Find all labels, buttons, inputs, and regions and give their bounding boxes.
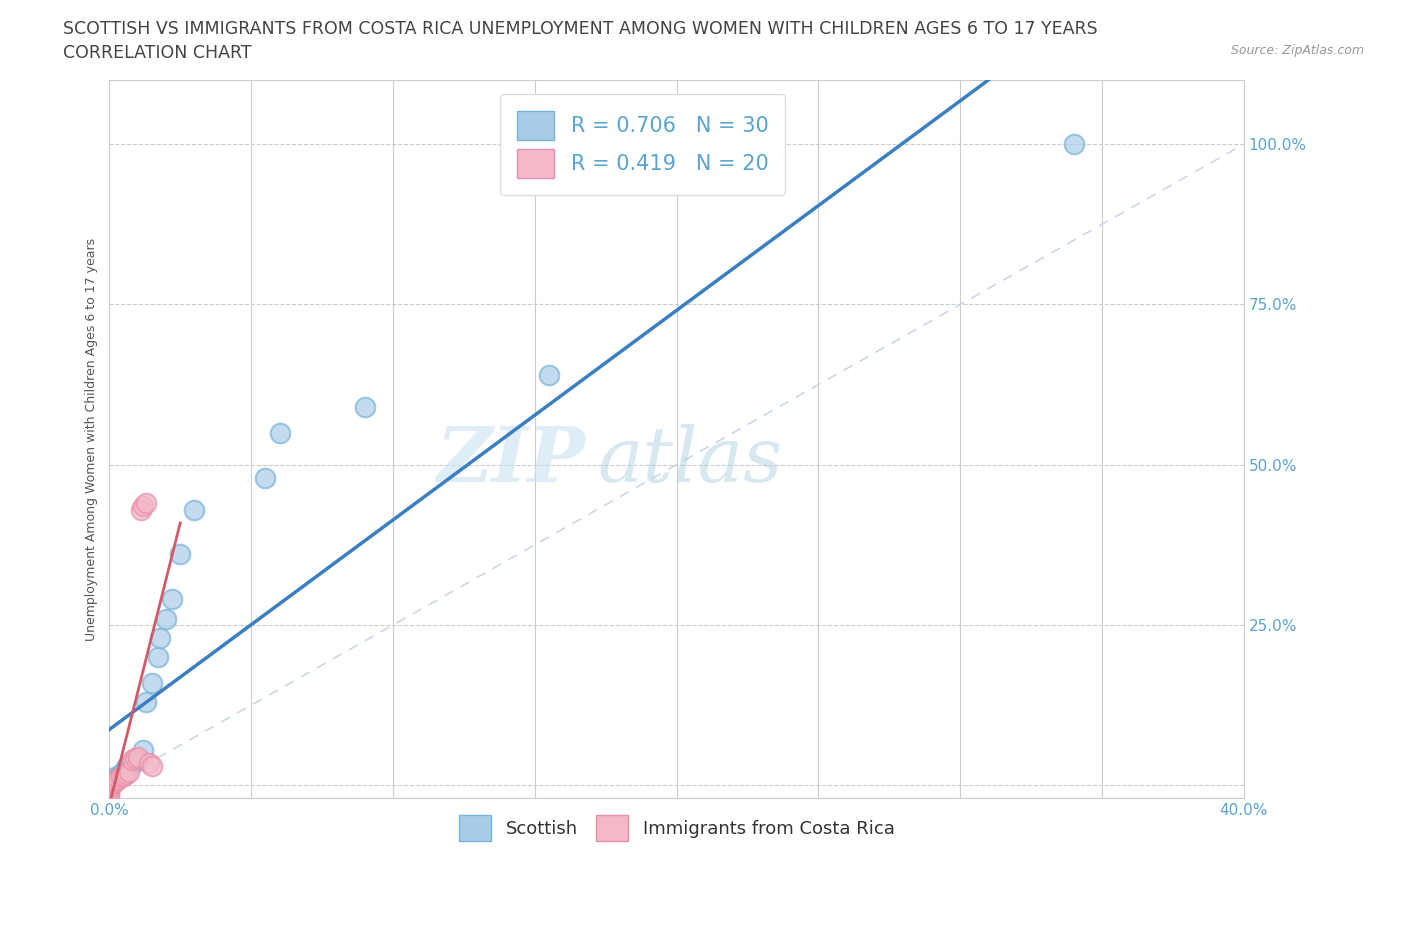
Point (269, 425, 291, 440)
Text: CORRELATION CHART: CORRELATION CHART (63, 44, 252, 61)
Point (160, 591, 183, 606)
Point (112, 764, 135, 778)
Point (98, 788, 121, 803)
Point (112, 765, 135, 780)
Point (104, 769, 127, 784)
Point (254, 470, 277, 485)
Text: SCOTTISH VS IMMIGRANTS FROM COSTA RICA UNEMPLOYMENT AMONG WOMEN WITH CHILDREN AG: SCOTTISH VS IMMIGRANTS FROM COSTA RICA U… (63, 20, 1098, 38)
Point (149, 631, 172, 645)
Point (141, 759, 163, 774)
Point (183, 502, 205, 517)
Point (155, 611, 177, 626)
Text: ZIP: ZIP (437, 424, 586, 498)
Point (141, 675, 163, 690)
Point (121, 757, 143, 772)
Point (104, 773, 127, 788)
Point (98, 784, 121, 799)
Point (98, 773, 121, 788)
Point (169, 547, 191, 562)
Point (146, 649, 169, 664)
Text: Source: ZipAtlas.com: Source: ZipAtlas.com (1230, 44, 1364, 57)
Point (121, 752, 143, 767)
Point (132, 499, 155, 514)
Point (124, 755, 146, 770)
Point (118, 765, 141, 780)
Point (110, 769, 132, 784)
Point (98, 775, 121, 790)
Point (115, 760, 138, 775)
Point (138, 755, 160, 770)
Point (110, 766, 132, 781)
Point (104, 771, 127, 786)
Point (127, 750, 149, 764)
Point (98, 777, 121, 792)
Point (124, 751, 146, 765)
Point (353, 400, 375, 415)
Point (118, 759, 141, 774)
Point (107, 768, 129, 783)
Point (127, 752, 149, 767)
Point (537, 367, 560, 382)
Point (101, 776, 124, 790)
Point (135, 695, 157, 710)
Point (129, 502, 152, 517)
Text: atlas: atlas (598, 424, 783, 498)
Point (98, 781, 121, 796)
Point (104, 775, 127, 790)
Point (98, 776, 121, 790)
Point (101, 777, 124, 792)
Point (115, 766, 138, 781)
Legend: Scottish, Immigrants from Costa Rica: Scottish, Immigrants from Costa Rica (450, 806, 904, 850)
Point (115, 762, 138, 777)
Point (107, 771, 129, 786)
Point (112, 768, 135, 783)
Point (135, 496, 157, 511)
Point (1063, 137, 1085, 152)
Y-axis label: Unemployment Among Women with Children Ages 6 to 17 years: Unemployment Among Women with Children A… (86, 237, 98, 641)
Point (132, 742, 155, 757)
